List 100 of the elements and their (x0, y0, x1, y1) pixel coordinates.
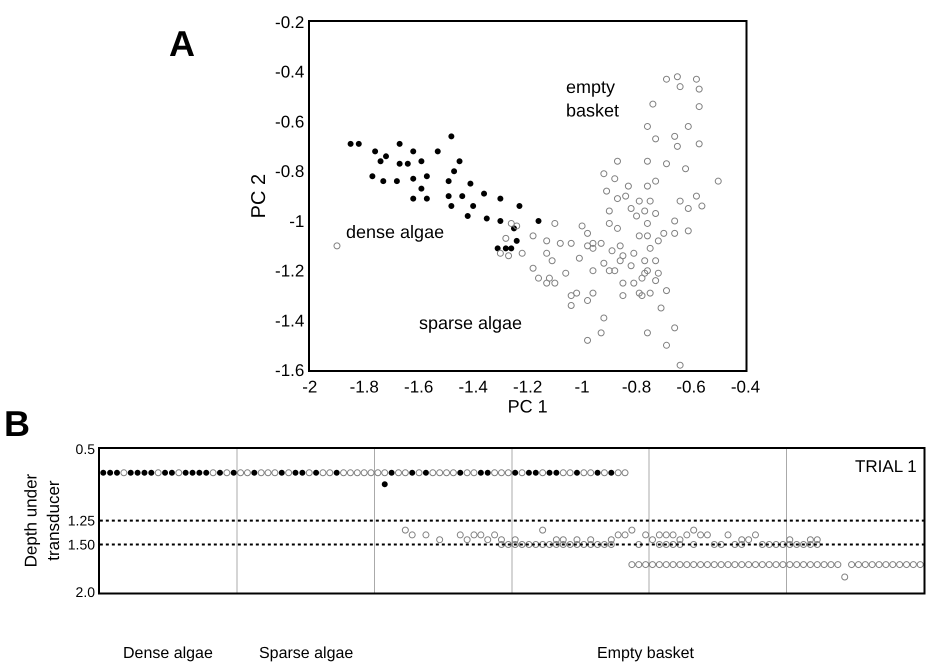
point (446, 193, 452, 200)
point (418, 186, 424, 192)
point (635, 540, 642, 548)
point (424, 173, 430, 180)
point (394, 469, 402, 476)
point (642, 531, 650, 538)
point (683, 561, 690, 568)
point (546, 540, 554, 548)
point (356, 140, 362, 147)
point (168, 470, 175, 476)
text: Empty basket (597, 645, 694, 662)
point (313, 470, 320, 476)
point (162, 470, 168, 476)
point (628, 526, 636, 534)
point (508, 245, 514, 252)
point (306, 469, 313, 476)
y-tick-label: -1.4 (275, 311, 304, 330)
point (704, 561, 711, 568)
point (378, 158, 384, 164)
point (662, 531, 670, 538)
point (443, 469, 450, 476)
point (910, 561, 917, 568)
y-tick-label: -1.2 (275, 262, 304, 281)
point (408, 531, 416, 538)
point (381, 469, 388, 476)
point (478, 470, 484, 476)
point (814, 536, 821, 544)
point (916, 561, 924, 568)
annotation: sparse algae (419, 313, 522, 333)
point (766, 540, 773, 548)
point (841, 574, 848, 580)
point (424, 196, 430, 202)
point (662, 561, 670, 568)
y-axis-title: Depth under transducer (22, 473, 63, 568)
point (134, 470, 141, 476)
point (498, 540, 505, 548)
point (334, 470, 340, 476)
point (394, 178, 400, 184)
point (196, 470, 202, 476)
point (690, 526, 698, 534)
point (608, 536, 615, 544)
point (532, 540, 540, 548)
y-tick-label: -0.4 (275, 62, 304, 82)
point (772, 540, 780, 548)
point (806, 540, 814, 548)
point (410, 176, 416, 182)
point (457, 470, 464, 476)
point (422, 531, 430, 538)
point (497, 218, 504, 224)
point (100, 470, 106, 476)
point (806, 561, 814, 568)
point (786, 536, 794, 544)
point (285, 469, 292, 476)
point (676, 536, 684, 544)
point (380, 178, 386, 184)
point (396, 160, 403, 167)
point (622, 469, 629, 476)
point (409, 470, 416, 476)
point (434, 148, 441, 154)
point (738, 561, 746, 568)
point (882, 561, 890, 568)
y-tick-label: -1.6 (275, 361, 304, 380)
point (148, 470, 154, 476)
point (448, 203, 454, 210)
point (587, 469, 594, 476)
point (670, 540, 677, 548)
point (536, 218, 542, 224)
point (237, 469, 244, 476)
point (876, 561, 883, 568)
point (800, 561, 808, 568)
point (502, 245, 509, 252)
point (566, 540, 574, 548)
point (514, 238, 520, 244)
point (264, 469, 272, 476)
point (600, 469, 608, 476)
point (512, 540, 519, 548)
point (450, 469, 457, 476)
point (464, 536, 471, 544)
point (752, 561, 759, 568)
point (552, 540, 560, 548)
text: Dense algae (123, 645, 213, 662)
point (656, 561, 663, 568)
x-tick-label: -0.8 (622, 378, 652, 397)
point (560, 469, 567, 476)
y-axis-title: PC 2 (248, 174, 270, 218)
point (793, 540, 800, 548)
point (251, 470, 258, 476)
point (560, 536, 567, 544)
point (786, 540, 794, 548)
point (614, 531, 622, 538)
point (175, 469, 182, 476)
point (635, 561, 642, 568)
point (374, 469, 382, 476)
y-tick-label: -0.2 (275, 12, 304, 32)
point (848, 561, 856, 568)
point (429, 469, 436, 476)
point (382, 481, 388, 488)
point (512, 536, 519, 544)
point (319, 469, 326, 476)
point (676, 561, 684, 568)
